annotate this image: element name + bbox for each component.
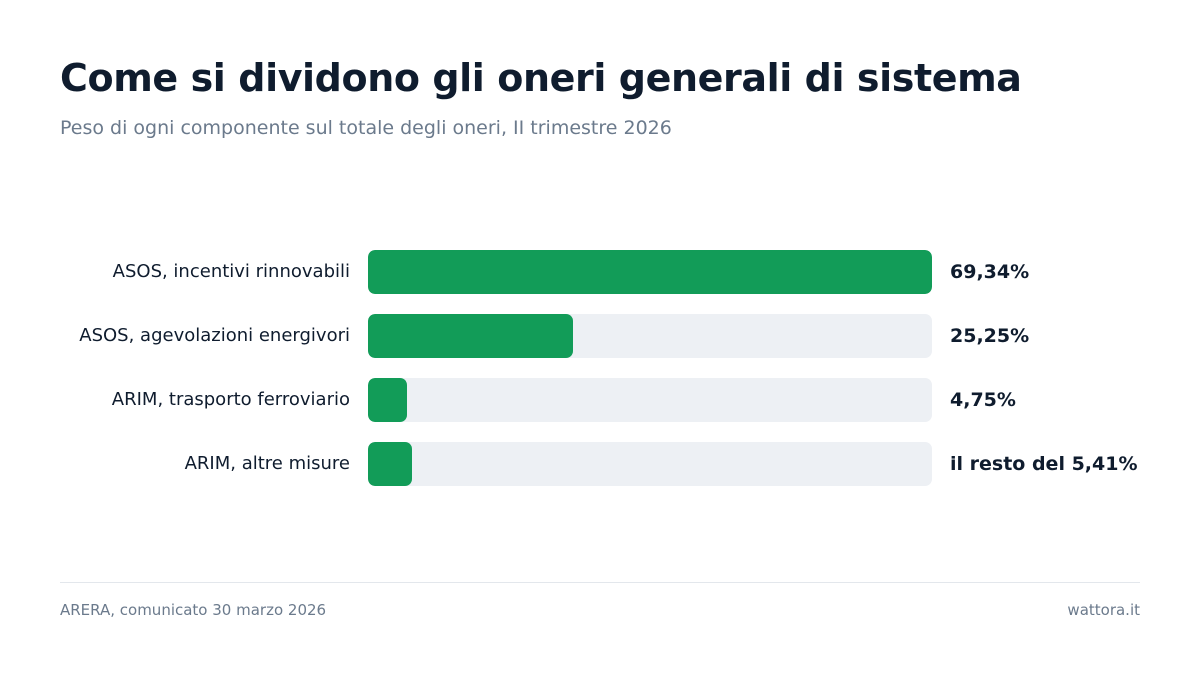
value-label: 4,75% <box>950 389 1016 411</box>
brand-label: wattora.it <box>1067 601 1140 619</box>
bar-track <box>368 314 932 358</box>
bar <box>368 378 407 422</box>
bar-row: ARIM, trasporto ferroviario 4,75% <box>0 378 1200 422</box>
bar <box>368 250 932 294</box>
bar <box>368 442 412 486</box>
bar-track <box>368 250 932 294</box>
category-label: ARIM, trasporto ferroviario <box>111 389 350 410</box>
bar-track <box>368 442 932 486</box>
category-label: ASOS, incentivi rinnovabili <box>112 261 350 282</box>
bar-row: ASOS, agevolazioni energivori 25,25% <box>0 314 1200 358</box>
footer-divider <box>60 582 1140 583</box>
chart-title: Come si dividono gli oneri generali di s… <box>60 56 1022 100</box>
value-label: 25,25% <box>950 325 1030 347</box>
value-label: il resto del 5,41% <box>950 453 1138 475</box>
category-label: ASOS, agevolazioni energivori <box>79 325 350 346</box>
source-note: ARERA, comunicato 30 marzo 2026 <box>60 601 327 619</box>
bar-track <box>368 378 932 422</box>
category-label: ARIM, altre misure <box>184 453 350 474</box>
bar-row: ASOS, incentivi rinnovabili 69,34% <box>0 250 1200 294</box>
bar <box>368 314 574 358</box>
value-label: 69,34% <box>950 261 1030 283</box>
bar-row: ARIM, altre misure il resto del 5,41% <box>0 442 1200 486</box>
chart-subtitle: Peso di ogni componente sul totale degli… <box>60 117 672 139</box>
